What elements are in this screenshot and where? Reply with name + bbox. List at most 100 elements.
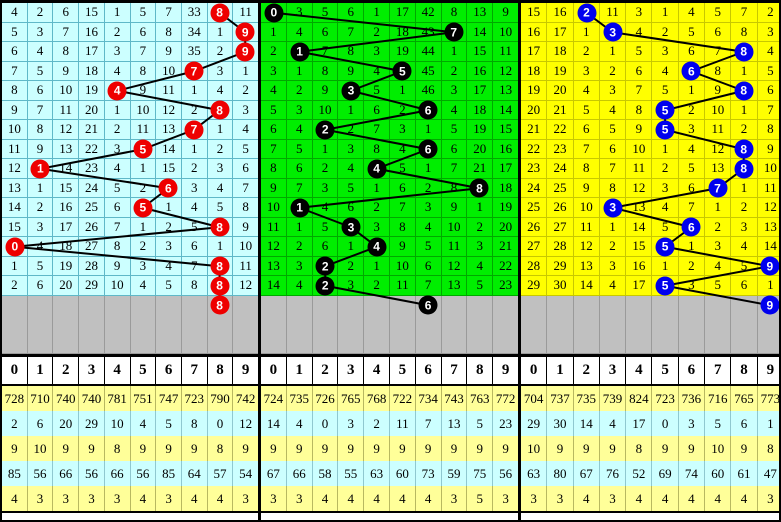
grid-cell: 8 xyxy=(2,81,28,101)
grid-cell: 20 xyxy=(53,276,80,296)
grid-cell: 16 xyxy=(79,22,105,42)
stats-column-header[interactable]: 7 xyxy=(441,357,468,384)
stats-column-header[interactable]: 0 xyxy=(521,357,548,384)
stats-column-header[interactable]: 0 xyxy=(2,357,28,384)
stats-column-header[interactable]: 5 xyxy=(652,357,679,384)
grid-cell xyxy=(626,295,653,354)
stats-column-header[interactable]: 4 xyxy=(626,357,653,384)
stats-cell: 3 xyxy=(286,486,313,511)
grid-cell: 14 xyxy=(626,217,653,237)
stats-cell: 9 xyxy=(156,436,182,461)
grid-cell xyxy=(547,295,574,354)
stats-cell: 29 xyxy=(521,411,548,436)
stats-cell: 704 xyxy=(521,386,548,411)
stats-cell: 3 xyxy=(53,486,80,511)
grid-cell: 16 xyxy=(53,198,80,218)
stats-column-header[interactable]: 2 xyxy=(573,357,600,384)
grid-cell: 11 xyxy=(493,42,518,62)
stats-column-header[interactable]: 1 xyxy=(286,357,313,384)
grid-cell: 18 xyxy=(389,22,416,42)
tracking-panels: 4 2 6 15 1 5 7 33 8 11 5 3 7 16 2 6 8 34 1 9 6 4 8 17 3 7 9 35 2 9 7 5 9… xyxy=(2,2,779,354)
grid-cell: 10 xyxy=(705,100,732,120)
grid-cell: 18 xyxy=(467,100,494,120)
grid-cell: 4 xyxy=(599,276,627,296)
grid-cell: 12 xyxy=(233,276,259,296)
grid-cell: 11 xyxy=(389,276,416,296)
stats-cell: 9 xyxy=(599,436,627,461)
grid-cell: 9 xyxy=(441,198,468,218)
table-row: 5 3 10 1 6 2 6 4 18 14 xyxy=(261,100,518,120)
stats-column-header[interactable]: 8 xyxy=(731,357,758,384)
panel-tens[interactable]: 0 3 5 6 1 17 42 8 13 9 1 4 6 7 2 18 43 7 14 10 2 1 7 8 3 19 44 1 15 1… xyxy=(261,2,521,354)
stats-cell: 740 xyxy=(79,386,105,411)
grid-cell: 6 xyxy=(599,139,627,159)
grid-cell: 3 xyxy=(312,178,339,198)
grid-cell: 2 xyxy=(312,276,339,296)
grid-cell: 3 xyxy=(261,61,287,81)
stats-column-header[interactable]: 6 xyxy=(415,357,442,384)
stats-column-header[interactable]: 1 xyxy=(27,357,54,384)
table-row: 29 30 14 4 17 5 3 5 6 1 xyxy=(521,276,779,296)
stats-cell: 4 xyxy=(181,486,208,511)
table-row: 25 26 10 3 13 4 7 1 2 12 xyxy=(521,198,779,218)
stats-cell: 10 xyxy=(705,436,732,461)
stats-cell: 8 xyxy=(104,436,131,461)
stats-cell: 3 xyxy=(338,411,365,436)
grid-cell: 5 xyxy=(652,81,679,101)
grid-cell: 7 xyxy=(312,42,339,62)
grid-cell: 2 xyxy=(130,237,157,257)
stats-cell: 55 xyxy=(338,461,365,486)
stats-cell: 7 xyxy=(415,411,442,436)
table-row: 9 7 3 5 1 6 2 8 8 18 xyxy=(261,178,518,198)
stats-column-header[interactable]: 3 xyxy=(599,357,627,384)
grid-cell: 6 xyxy=(312,22,339,42)
stats-column-header[interactable]: 9 xyxy=(757,357,779,384)
grid-cell: 1 xyxy=(652,256,679,276)
grid-cell: 1 xyxy=(731,178,758,198)
grid-cell: 7 xyxy=(130,42,157,62)
grid-cell: 2 xyxy=(678,256,706,276)
stats-column-header[interactable]: 9 xyxy=(493,357,518,384)
grid-cell: 2 xyxy=(312,256,339,276)
panel-units[interactable]: 15 16 2 11 3 1 4 5 7 2 16 17 1 3 4 2 5 6 8 3 17 18 2 1 5 3 6 7 8 4 18 1… xyxy=(521,2,779,354)
grid-cell: 15 xyxy=(521,3,548,23)
grid-cell: 1 xyxy=(757,276,779,296)
grid-cell: 7 xyxy=(415,276,442,296)
grid-cell: 7 xyxy=(705,178,732,198)
stats-column-header[interactable]: 8 xyxy=(207,357,234,384)
grid-cell: 2 xyxy=(286,237,313,257)
stats-column-header[interactable]: 1 xyxy=(547,357,574,384)
stats-column-header[interactable]: 7 xyxy=(181,357,208,384)
stats-column-header[interactable]: 5 xyxy=(130,357,157,384)
stats-column-header[interactable]: 9 xyxy=(233,357,259,384)
grid-cell: 3 xyxy=(626,3,653,23)
grid-cell: 19 xyxy=(521,81,548,101)
stats-column-header[interactable]: 7 xyxy=(705,357,732,384)
stats-cell: 63 xyxy=(364,461,390,486)
grid-cell: 4 xyxy=(599,100,627,120)
stats-column-header[interactable]: 0 xyxy=(261,357,287,384)
grid-cell: 13 xyxy=(2,178,28,198)
stats-column-header[interactable]: 2 xyxy=(53,357,80,384)
stats-cell: 739 xyxy=(599,386,627,411)
table-row: 0 3 5 6 1 17 42 8 13 9 xyxy=(261,3,518,23)
stats-column-header[interactable]: 6 xyxy=(156,357,182,384)
stats-column-header[interactable]: 3 xyxy=(79,357,105,384)
grid-cell: 3 xyxy=(286,3,313,23)
grid-cell: 6 xyxy=(261,120,287,140)
grid-cell: 9 xyxy=(104,256,131,276)
grid-cell: 8 xyxy=(207,256,234,276)
grid-cell: 2 xyxy=(705,217,732,237)
stats-column-header[interactable]: 4 xyxy=(104,357,131,384)
stats-column-header[interactable]: 5 xyxy=(389,357,416,384)
stats-column-header[interactable]: 6 xyxy=(678,357,706,384)
stats-column-header[interactable]: 2 xyxy=(312,357,339,384)
stats-column-header[interactable]: 4 xyxy=(364,357,390,384)
panel-hundreds[interactable]: 4 2 6 15 1 5 7 33 8 11 5 3 7 16 2 6 8 34 1 9 6 4 8 17 3 7 9 35 2 9 7 5 9… xyxy=(2,2,261,354)
grid-cell: 3 xyxy=(104,139,131,159)
stats-column-header[interactable]: 8 xyxy=(467,357,494,384)
stats-column-header[interactable]: 3 xyxy=(338,357,365,384)
grid-cell: 1 xyxy=(261,22,287,42)
